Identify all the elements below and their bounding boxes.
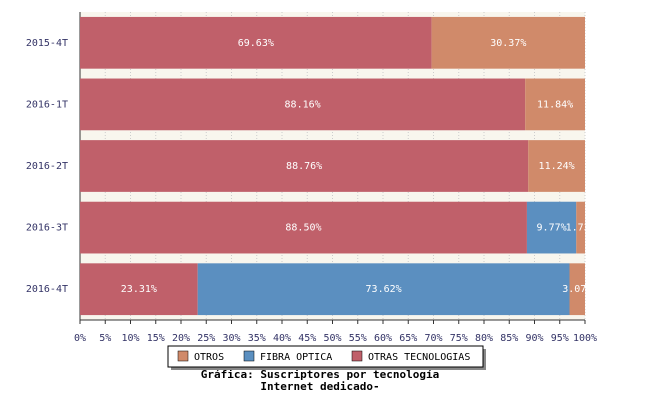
x-tick-label: 75%	[450, 333, 468, 344]
y-tick-label: 2016-3T	[26, 223, 68, 234]
x-tick-label: 70%	[424, 333, 442, 344]
legend-label: FIBRA OPTICA	[260, 352, 332, 363]
x-tick-label: 50%	[323, 333, 341, 344]
x-tick-label: 15%	[147, 333, 165, 344]
bar-segment	[197, 263, 570, 316]
bar-segment	[526, 201, 577, 254]
x-tick-label: 30%	[222, 333, 240, 344]
x-tick-label: 40%	[273, 333, 291, 344]
x-tick-label: 25%	[197, 333, 215, 344]
y-tick-label: 2015-4T	[26, 38, 68, 49]
y-tick-label: 2016-1T	[26, 99, 68, 110]
x-tick-label: 20%	[172, 333, 190, 344]
bar-segment	[80, 140, 529, 192]
value-label: 30.37%	[490, 38, 526, 49]
legend-swatch	[177, 350, 189, 362]
x-tick-label: 100%	[573, 333, 597, 344]
value-label: 1.73%	[566, 223, 596, 234]
x-tick-label: 80%	[475, 333, 493, 344]
x-tick-label: 85%	[500, 333, 518, 344]
x-tick-label: 0%	[74, 333, 86, 344]
bar-segment	[80, 16, 432, 69]
x-tick-label: 10%	[121, 333, 139, 344]
legend-swatch	[243, 350, 255, 362]
value-label: 9.77%	[537, 223, 567, 234]
chart-title: Gráfica: Suscriptores por tecnología	[201, 368, 439, 381]
bar-segment	[528, 140, 585, 192]
x-tick-label: 65%	[399, 333, 417, 344]
bar-segment	[80, 78, 526, 131]
x-tick-label: 35%	[248, 333, 266, 344]
legend-swatch	[351, 350, 363, 362]
value-label: 73.62%	[366, 284, 402, 295]
bar-segment	[80, 263, 198, 316]
x-tick-label: 5%	[99, 333, 111, 344]
value-label: 11.84%	[537, 99, 573, 110]
value-label: 88.16%	[285, 99, 321, 110]
y-tick-label: 2016-2T	[26, 161, 68, 172]
x-tick-label: 55%	[349, 333, 367, 344]
x-tick-label: 90%	[525, 333, 543, 344]
x-tick-label: 60%	[374, 333, 392, 344]
value-label: 11.24%	[539, 161, 575, 172]
bar-segment	[525, 78, 585, 131]
x-tick-label: 95%	[551, 333, 569, 344]
value-label: 3.07%	[562, 284, 592, 295]
value-label: 23.31%	[121, 284, 157, 295]
y-tick-label: 2016-4T	[26, 284, 68, 295]
bar-segment	[576, 201, 585, 254]
legend-label: OTROS	[194, 352, 224, 363]
x-tick-label: 45%	[298, 333, 316, 344]
bar-segment	[80, 201, 527, 254]
bar-segment	[431, 16, 585, 69]
value-label: 69.63%	[238, 38, 274, 49]
chart-subtitle: Internet dedicado-	[260, 380, 379, 393]
legend-label: OTRAS TECNOLOGIAS	[368, 352, 470, 363]
value-label: 88.50%	[285, 223, 321, 234]
bar-segment	[569, 263, 585, 316]
value-label: 88.76%	[286, 161, 322, 172]
